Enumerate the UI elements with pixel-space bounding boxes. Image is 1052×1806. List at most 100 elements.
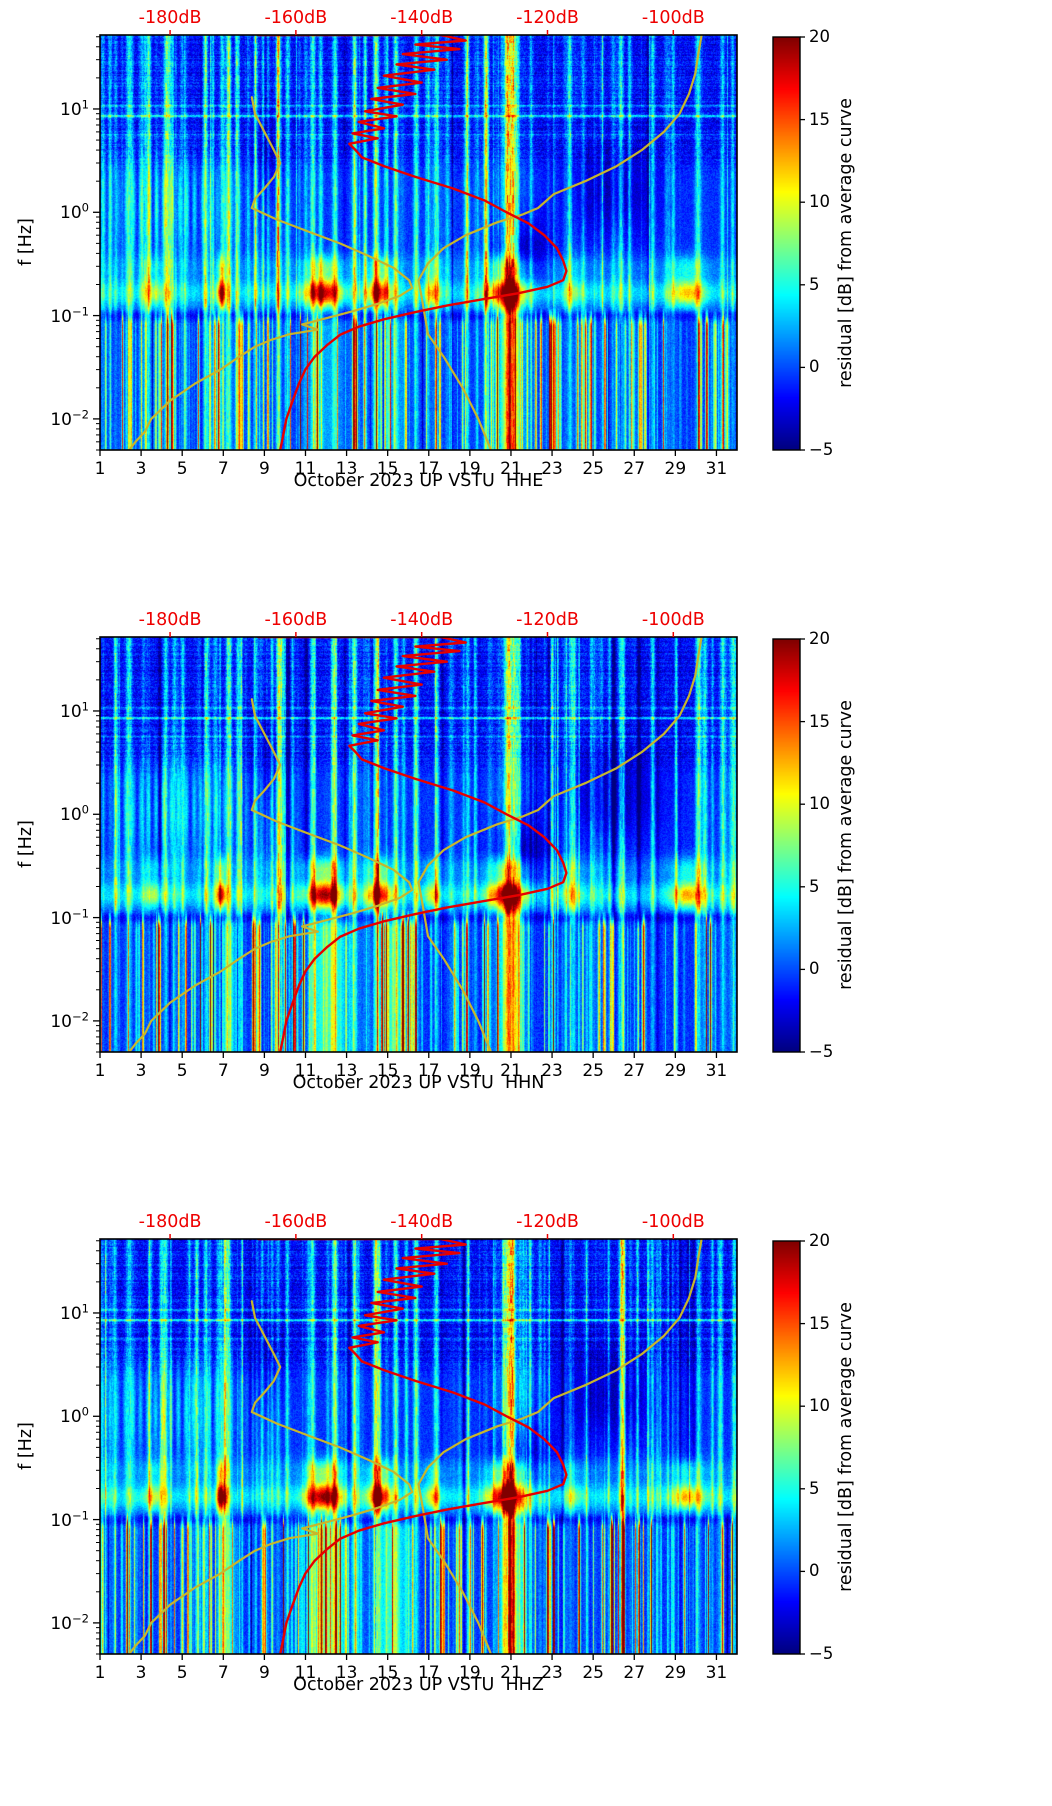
x-tick-label: 13 — [335, 459, 358, 479]
x-tick-label: 13 — [335, 1663, 358, 1683]
colorbar-label: residual [dB] from average curve — [836, 98, 856, 388]
x-tick-label: 15 — [376, 459, 399, 479]
x-tick-label: 17 — [417, 459, 440, 479]
y-tick-label: 100 — [60, 802, 89, 826]
x-tick-label: 29 — [664, 1061, 687, 1081]
x-tick-label: 21 — [500, 459, 522, 479]
top-axis-tick-label: -100dB — [641, 1212, 705, 1232]
colorbar-gradient — [773, 1241, 800, 1654]
colorbar-gradient — [773, 37, 800, 450]
y-tick-label: 10−2 — [50, 1009, 89, 1032]
x-axis-title: October 2023 UP VSTU HHN — [292, 1073, 545, 1093]
x-axis-title: October 2023 UP VSTU HHE — [293, 471, 544, 491]
x-tick-label: 31 — [705, 459, 728, 479]
x-tick-label: 3 — [135, 1663, 147, 1683]
top-axis-tick-label: -180dB — [138, 610, 202, 630]
x-tick-label: 19 — [459, 1061, 481, 1081]
colorbar-tick-label: 0 — [809, 357, 820, 377]
colorbar-tick-label: −5 — [809, 439, 834, 459]
x-axis-title: October 2023 UP VSTU HHZ — [293, 1675, 544, 1695]
x-tick-label: 17 — [417, 1061, 440, 1081]
y-tick-label: 10−2 — [50, 407, 89, 430]
top-axis-tick-label: -160dB — [264, 1212, 328, 1232]
x-tick-label: 13 — [335, 1061, 358, 1081]
top-axis-tick-label: -100dB — [641, 8, 705, 28]
x-tick-label: 5 — [176, 1663, 188, 1683]
x-tick-label: 25 — [582, 1663, 604, 1683]
colorbar-tick-label: 0 — [809, 1561, 820, 1581]
x-tick-label: 3 — [135, 1061, 147, 1081]
colorbar-tick-label: −5 — [809, 1041, 834, 1061]
colorbar-label: residual [dB] from average curve — [836, 1302, 856, 1592]
top-axis-tick-label: -140dB — [390, 610, 454, 630]
x-tick-label: 29 — [664, 459, 687, 479]
x-tick-label: 15 — [376, 1061, 399, 1081]
colorbar-tick-label: 15 — [809, 109, 830, 129]
x-tick-label: 1 — [94, 1061, 106, 1081]
x-tick-label: 23 — [541, 459, 563, 479]
x-tick-label: 5 — [176, 459, 188, 479]
colorbar-tick-label: 5 — [809, 876, 820, 896]
x-tick-label: 1 — [94, 459, 106, 479]
colorbar-tick-label: 5 — [809, 274, 820, 294]
spectrogram-image — [100, 637, 737, 1052]
x-tick-label: 9 — [258, 1061, 270, 1081]
x-tick-label: 9 — [258, 459, 270, 479]
x-tick-label: 1 — [94, 1663, 106, 1683]
y-tick-label: 10−2 — [50, 1611, 89, 1634]
x-tick-label: 27 — [623, 1061, 646, 1081]
x-tick-label: 23 — [541, 1663, 563, 1683]
x-tick-label: 27 — [623, 1663, 646, 1683]
colorbar-tick-label: 20 — [809, 26, 830, 46]
y-tick-label: 101 — [60, 1301, 89, 1324]
colorbar-tick-label: 15 — [809, 1313, 830, 1333]
x-tick-label: 11 — [294, 1663, 317, 1683]
y-tick-label: 101 — [60, 97, 89, 120]
spectrogram-panel-hhz: f [Hz] October 2023 UP VSTU HHZ residual… — [0, 1204, 1052, 1806]
y-tick-label: 101 — [60, 699, 89, 722]
top-axis-tick-label: -140dB — [390, 8, 454, 28]
y-axis-label: f [Hz] — [16, 218, 36, 266]
y-tick-label: 100 — [60, 200, 89, 224]
top-axis-tick-label: -120dB — [516, 610, 579, 630]
y-tick-label: 100 — [60, 1404, 89, 1428]
x-tick-label: 7 — [217, 1663, 229, 1683]
colorbar-tick-label: 10 — [809, 794, 830, 814]
top-axis-tick-label: -180dB — [138, 1212, 202, 1232]
x-tick-label: 19 — [459, 459, 481, 479]
colorbar-tick-label: 20 — [809, 628, 830, 648]
x-tick-label: 29 — [664, 1663, 687, 1683]
top-axis-tick-label: -120dB — [516, 8, 579, 28]
y-tick-label: 10−1 — [50, 905, 89, 929]
x-tick-label: 19 — [459, 1663, 481, 1683]
spectrogram-image — [100, 35, 737, 450]
y-axis-label: f [Hz] — [16, 820, 36, 868]
colorbar-label: residual [dB] from average curve — [836, 700, 856, 990]
x-tick-label: 17 — [417, 1663, 440, 1683]
colorbar-tick-label: 10 — [809, 1396, 830, 1416]
x-tick-label: 21 — [500, 1061, 522, 1081]
colorbar-tick-label: 5 — [809, 1478, 820, 1498]
x-tick-label: 11 — [294, 459, 317, 479]
x-tick-label: 7 — [217, 1061, 229, 1081]
x-tick-label: 31 — [705, 1663, 728, 1683]
spectrogram-panel-hhe: f [Hz] October 2023 UP VSTU HHE residual… — [0, 0, 1052, 602]
x-tick-label: 21 — [500, 1663, 522, 1683]
x-tick-label: 3 — [135, 459, 147, 479]
x-tick-label: 23 — [541, 1061, 563, 1081]
top-axis-tick-label: -160dB — [264, 610, 328, 630]
x-tick-label: 5 — [176, 1061, 188, 1081]
y-axis-label: f [Hz] — [16, 1422, 36, 1470]
colorbar-tick-label: 20 — [809, 1230, 830, 1250]
x-tick-label: 31 — [705, 1061, 728, 1081]
x-tick-label: 25 — [582, 1061, 604, 1081]
top-axis-tick-label: -100dB — [641, 610, 705, 630]
x-tick-label: 25 — [582, 459, 604, 479]
colorbar-tick-label: 10 — [809, 192, 830, 212]
x-tick-label: 15 — [376, 1663, 399, 1683]
top-axis-tick-label: -180dB — [138, 8, 202, 28]
x-tick-label: 27 — [623, 459, 646, 479]
y-tick-label: 10−1 — [50, 1507, 89, 1531]
spectrogram-panel-hhn: f [Hz] October 2023 UP VSTU HHN residual… — [0, 602, 1052, 1204]
